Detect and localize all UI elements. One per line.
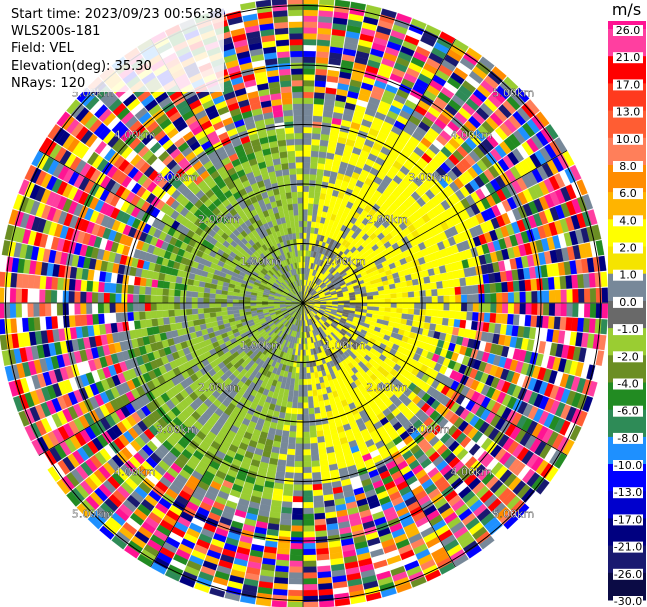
ring-label: 5.00km [493,87,535,100]
ring-label: 3.00km [408,171,450,184]
ring-label: 4.00km [451,465,493,478]
elevation-label: Elevation(deg): 35.30 [11,57,225,75]
ring-label: 2.00km [198,381,240,394]
azimuth-spoke [302,38,456,304]
ring-label: 1.00km [324,255,366,268]
ring-label: 3.00km [156,423,198,436]
ring-label: 5.00km [72,507,114,520]
field-label: Field: VEL [11,40,225,58]
azimuth-spoke [302,302,568,456]
azimuth-spoke [150,302,304,568]
ring-label: 2.00km [366,381,408,394]
ring-label: 1.00km [240,255,282,268]
azimuth-spoke [38,302,304,456]
ring-label: 4.00km [114,465,156,478]
ring-labels: 1.00km 1.00km 1.00km 1.00km 2.00km 2.00km 2.00… [72,87,534,521]
ring-label: 1.00km [324,339,366,352]
ppi-cells [0,0,609,607]
azimuth-spoke [302,150,568,304]
range-rings [0,0,608,607]
info-panel: Start time: 2023/09/23 00:56:38 WLS200s-… [11,6,225,93]
azimuth-spoke [38,150,304,304]
ring-label: 3.00km [156,171,198,184]
ring-label: 2.00km [366,213,408,226]
ring-label: 5.00km [493,507,535,520]
ring-label: 3.00km [408,423,450,436]
ring-label: 4.00km [114,129,156,142]
start-time-label: Start time: 2023/09/23 00:56:38 [11,6,225,24]
nrays-label: NRays: 120 [11,74,225,93]
ring-label: 2.00km [198,213,240,226]
azimuth-spoke [302,302,456,568]
ring-label: 1.00km [240,339,282,352]
ring-label: 4.00km [451,129,493,142]
instrument-label: WLS200s-181 [11,23,225,41]
colorbar-unit: m/s [611,0,642,19]
